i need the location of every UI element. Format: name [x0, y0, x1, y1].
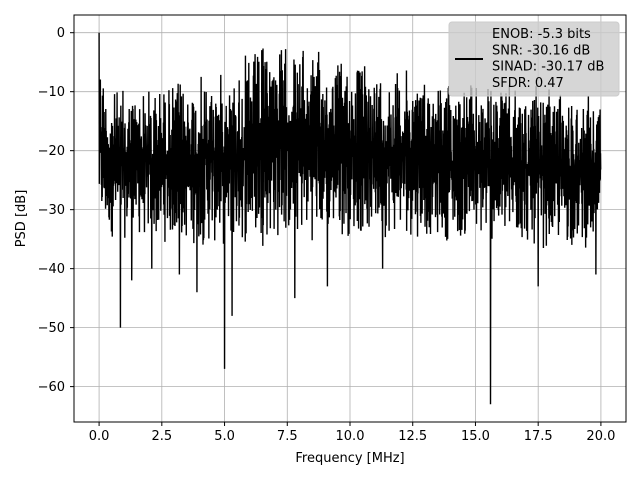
x-tick-label: 0.0	[89, 429, 110, 444]
x-tick-label: 2.5	[151, 429, 172, 444]
x-tick-label: 5.0	[214, 429, 235, 444]
psd-line	[98, 32, 602, 405]
legend-box	[448, 21, 620, 97]
y-tick-label: −60	[38, 380, 65, 395]
axis-ticks: 0.0 2.5 5.0 7.5 10.0 12.5 15.0 17.5 20.0 0 −10 −20 −…	[38, 26, 616, 444]
y-tick-label: −10	[38, 85, 65, 100]
y-tick-label: 0	[57, 26, 65, 41]
x-tick-label: 7.5	[277, 429, 298, 444]
x-axis-label: Frequency [MHz]	[295, 451, 404, 466]
x-tick-label: 10.0	[336, 429, 365, 444]
x-tick-label: 20.0	[586, 429, 615, 444]
legend-entry-enob: ENOB: -5.3 bits	[492, 27, 591, 42]
y-tick-label: −20	[38, 144, 65, 159]
legend-entry-snr: SNR: -30.16 dB	[492, 43, 590, 58]
psd-series	[98, 32, 602, 405]
legend-entry-sinad: SINAD: -30.17 dB	[492, 60, 604, 75]
y-axis-label: PSD [dB]	[14, 190, 29, 248]
x-tick-label: 12.5	[398, 429, 427, 444]
y-tick-label: −50	[38, 321, 65, 336]
x-tick-label: 17.5	[524, 429, 553, 444]
x-tick-label: 15.0	[461, 429, 490, 444]
legend-entry-sfdr: SFDR: 0.47	[492, 76, 564, 91]
y-tick-label: −40	[38, 262, 65, 277]
legend: ENOB: -5.3 bits SNR: -30.16 dB SINAD: -3…	[448, 21, 620, 97]
y-tick-label: −30	[38, 203, 65, 218]
